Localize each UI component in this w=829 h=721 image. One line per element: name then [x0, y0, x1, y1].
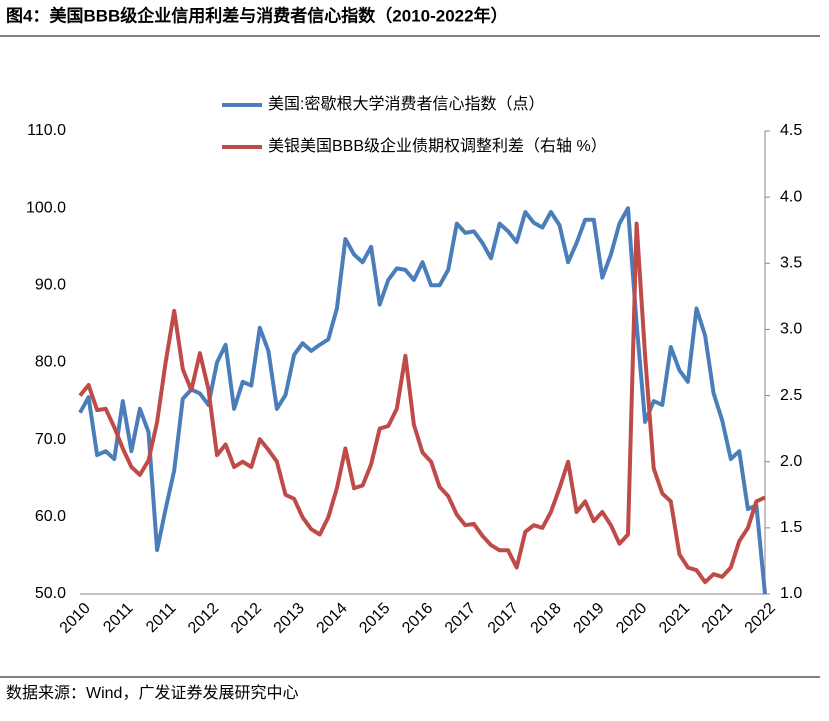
- y2-tick-label: 4.5: [780, 122, 802, 139]
- y2-tick-label: 3.5: [780, 255, 802, 272]
- y-tick-label: 60.0: [35, 508, 66, 525]
- x-tick-label: 2021: [656, 600, 693, 637]
- x-tick-label: 2013: [271, 600, 308, 637]
- x-tick-label: 2022: [742, 600, 779, 637]
- x-tick-label: 2018: [528, 600, 565, 637]
- y-tick-label: 110.0: [27, 122, 66, 139]
- x-tick-label: 2019: [570, 600, 607, 637]
- x-tick-label: 2015: [356, 600, 393, 637]
- y2-tick-label: 1.5: [780, 519, 802, 536]
- y-tick-label: 70.0: [35, 431, 66, 448]
- y2-tick-label: 1.0: [780, 585, 802, 602]
- x-tick-label: 2010: [57, 600, 94, 637]
- series-line: [78, 206, 767, 595]
- x-tick-label: 2014: [313, 600, 350, 637]
- series-line: [78, 221, 766, 585]
- y2-tick-label: 3.0: [780, 321, 802, 338]
- x-tick-label: 2016: [399, 600, 436, 637]
- y-tick-label: 50.0: [35, 585, 66, 602]
- legend-label: 美国:密歇根大学消费者信心指数（点）: [268, 95, 544, 113]
- x-tick-label: 2020: [613, 600, 650, 637]
- chart-title: 图4：美国BBB级企业信用利差与消费者信心指数（2010-2022年）: [6, 5, 508, 25]
- x-tick-label: 2021: [699, 600, 736, 637]
- y-tick-label: 100.0: [26, 199, 66, 216]
- x-tick-label: 2012: [185, 600, 222, 637]
- x-tick-label: 2012: [228, 600, 265, 637]
- y-tick-label: 90.0: [35, 277, 66, 294]
- x-tick-label: 2011: [100, 600, 136, 636]
- y2-tick-label: 2.5: [780, 387, 802, 404]
- y2-tick-label: 4.0: [780, 188, 802, 205]
- source-note: 数据来源：Wind，广发证券发展研究中心: [6, 684, 298, 702]
- legend-label: 美银美国BBB级企业债期权调整利差（右轴 %）: [268, 137, 607, 155]
- x-tick-label: 2017: [485, 600, 522, 637]
- x-tick-label: 2017: [442, 600, 479, 637]
- y2-tick-label: 2.0: [780, 453, 802, 470]
- y-tick-label: 80.0: [35, 354, 66, 371]
- x-tick-label: 2011: [143, 600, 179, 636]
